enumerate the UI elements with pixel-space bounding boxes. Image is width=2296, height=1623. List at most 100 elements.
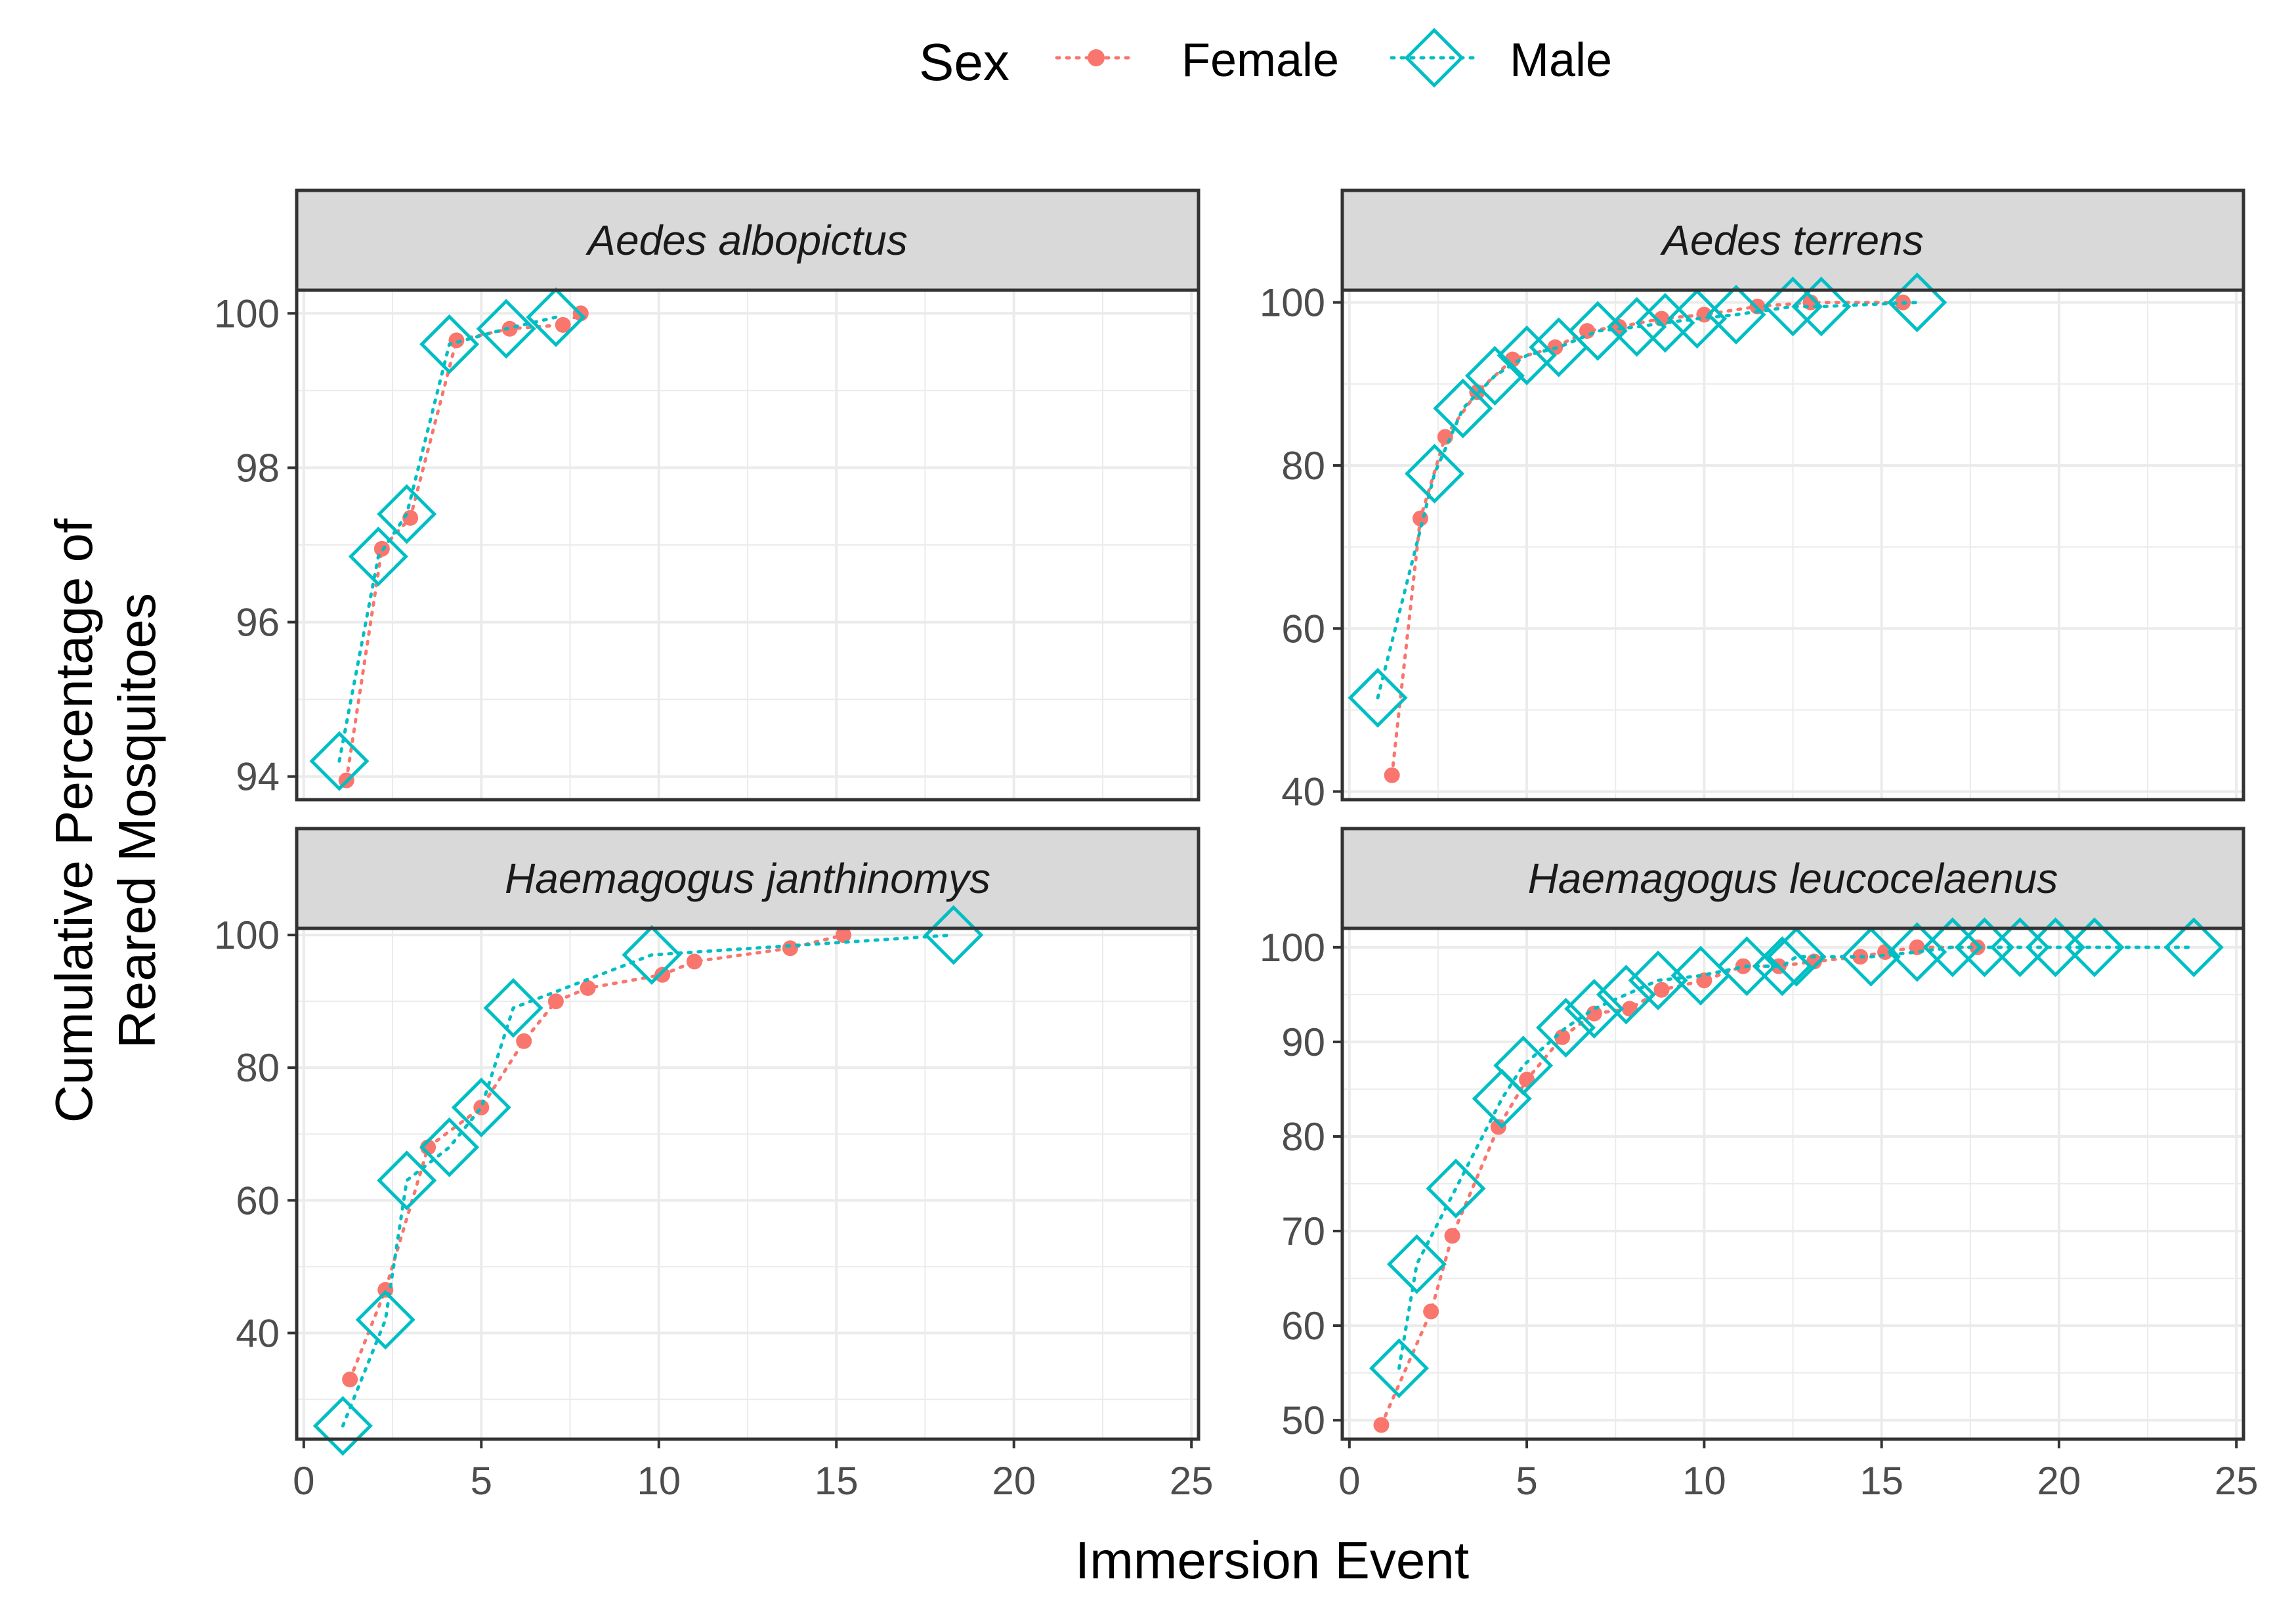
strip-aedes-terrens [1340, 188, 2245, 292]
strip-label-haemagogus-leucocelaenus: Haemagogus leucocelaenus [1528, 855, 2058, 902]
data-point-male [1762, 276, 1823, 337]
panel-haemagogus-leucocelaenus: Haemagogus leucocelaenus 50 60 70 80 90 100 0 5 1… [1260, 827, 2259, 1503]
data-point-female [1373, 1417, 1390, 1433]
data-point-male [1426, 1158, 1486, 1219]
data-point-female [1586, 1005, 1602, 1022]
legend-label-male: Male [1510, 34, 1612, 87]
data-point-male [1596, 964, 1656, 1025]
data-point-male [1923, 917, 1983, 978]
data-point-male [526, 287, 586, 347]
data-point-female [501, 320, 518, 337]
y-tick-label: 94 [236, 755, 280, 799]
data-point-male [1464, 345, 1525, 406]
x-tick-label: 15 [815, 1459, 859, 1503]
series-male-aedes-albopictus [309, 287, 586, 791]
y-tick-label: 40 [1281, 770, 1325, 814]
data-point-male [1348, 668, 1408, 728]
x-tick-label: 25 [1170, 1459, 1214, 1503]
data-point-female [547, 993, 564, 1010]
legend-key-male [1390, 28, 1479, 88]
data-point-male [2163, 917, 2224, 978]
y-tick-label: 60 [1281, 607, 1325, 651]
data-point-female [580, 980, 596, 996]
data-point-female [1735, 958, 1751, 974]
data-point-male [419, 314, 480, 374]
data-point-male [451, 1077, 511, 1138]
data-point-male [348, 527, 408, 587]
series-line-male [1376, 301, 1919, 700]
panel-border-aedes-terrens [1340, 288, 2245, 802]
data-point-female [686, 953, 702, 970]
gridlines-haemagogus-janthinomys [297, 928, 1199, 1439]
x-tick-label: 0 [1338, 1459, 1360, 1503]
panel-haemagogus-janthinomys: Haemagogus janthinomys 40 60 80 100 0 5 10 15 20 2… [214, 827, 1214, 1503]
data-point-male [1635, 293, 1695, 353]
data-point-male [1493, 1035, 1554, 1096]
data-point-male [2064, 917, 2125, 978]
data-point-female [342, 1372, 358, 1388]
data-point-male [1791, 276, 1852, 337]
data-point-male [1706, 284, 1766, 345]
y-tick-label: 80 [1281, 1115, 1325, 1159]
series-male-haemagogus-leucocelaenus [1369, 917, 2224, 1398]
y-tick-label: 60 [1281, 1304, 1325, 1348]
x-tick-label: 5 [471, 1459, 492, 1503]
strip-label-aedes-albopictus: Aedes albopictus [585, 217, 907, 264]
data-point-female [1444, 1228, 1460, 1244]
y-axis-title: Cumulative Percentage of Reared Mosquito… [45, 518, 166, 1123]
data-point-female [555, 316, 571, 333]
data-point-male [377, 484, 437, 544]
series-male-aedes-terrens [1348, 272, 1947, 728]
series-male-haemagogus-janthinomys [312, 905, 984, 1456]
gridlines-aedes-albopictus [297, 290, 1199, 800]
data-point-male [1766, 926, 1827, 987]
data-point-female [1423, 1303, 1439, 1320]
y-tick-label: 100 [1260, 926, 1325, 970]
data-point-male [377, 1150, 437, 1211]
data-point-female [1384, 767, 1400, 783]
x-axis-title: Immersion Event [1075, 1531, 1469, 1590]
data-point-male [622, 924, 682, 985]
panel-border-aedes-albopictus [295, 288, 1201, 802]
x-tick-label: 20 [2037, 1459, 2081, 1503]
data-point-male [1887, 922, 1947, 982]
x-tick-label: 10 [1682, 1459, 1726, 1503]
x-tick-label: 25 [2215, 1459, 2259, 1503]
series-line-male [337, 315, 558, 763]
x-tick-label: 20 [992, 1459, 1036, 1503]
data-point-female [516, 1033, 532, 1049]
data-point-male [1497, 325, 1557, 385]
y-tick-label: 90 [1281, 1020, 1325, 1064]
y-tick-label: 70 [1281, 1209, 1325, 1253]
data-point-male [476, 299, 536, 359]
strip-label-haemagogus-janthinomys: Haemagogus janthinomys [505, 855, 990, 902]
data-point-female [1437, 429, 1453, 445]
data-point-male [1386, 1234, 1447, 1294]
x-tick-label: 10 [637, 1459, 681, 1503]
data-point-male [312, 1396, 373, 1456]
y-tick-label: 80 [236, 1046, 280, 1090]
data-point-male [1752, 936, 1812, 997]
data-point-female [1653, 982, 1670, 998]
data-point-female [1554, 1029, 1571, 1045]
panel-border-haemagogus-leucocelaenus [1340, 926, 2245, 1441]
gridlines-aedes-terrens [1342, 290, 2243, 800]
data-point-female [654, 966, 671, 983]
legend-key-female [1055, 49, 1137, 66]
panel-aedes-albopictus: Aedes albopictus 94 96 98 100 [214, 188, 1201, 802]
data-point-female [836, 927, 852, 943]
data-point-male [309, 731, 370, 791]
y-tick-label: 100 [1260, 281, 1325, 325]
y-tick-label: 80 [1281, 444, 1325, 488]
data-point-male [1405, 443, 1465, 504]
x-tick-label: 0 [293, 1459, 314, 1503]
data-point-female [473, 1099, 490, 1115]
y-tick-label: 60 [236, 1179, 280, 1223]
data-point-male [355, 1289, 415, 1350]
panel-aedes-terrens: Aedes terrens 40 60 80 100 [1260, 188, 2245, 814]
data-point-male [1433, 378, 1493, 439]
y-tick-label: 96 [236, 601, 280, 645]
data-point-male [1564, 978, 1625, 1039]
data-point-male [483, 978, 543, 1038]
